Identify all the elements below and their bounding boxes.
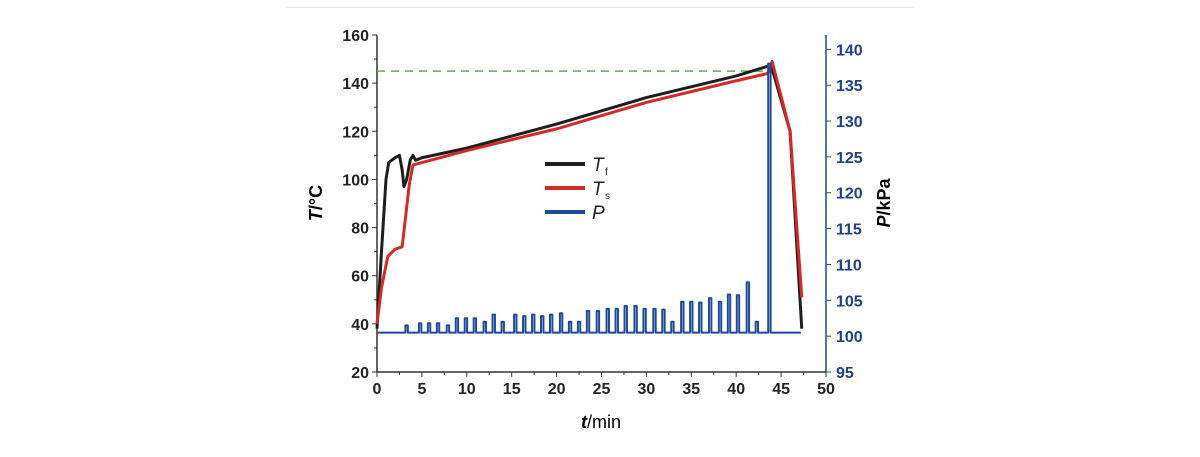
legend-label-Ts: T — [592, 179, 605, 200]
x-tick-label: 30 — [638, 381, 656, 398]
series-line-Ts — [375, 59, 804, 325]
y-right-tick-label: 115 — [836, 222, 862, 239]
x-tick-label: 0 — [373, 381, 382, 398]
y-right-tick-label: 95 — [836, 365, 854, 382]
x-axis-label: t/min — [581, 412, 621, 432]
y-left-tick-label: 80 — [351, 221, 369, 238]
y-right-tick-label: 140 — [836, 42, 863, 59]
series-line-P — [377, 62, 801, 334]
legend-label-P: P — [592, 203, 605, 224]
x-tick-label: 40 — [727, 381, 745, 398]
legend-label-Tf: T — [592, 155, 605, 176]
legend-sub-Tf: f — [605, 167, 608, 178]
y-right-tick-label: 110 — [836, 257, 862, 274]
y-right-tick-label: 100 — [836, 329, 863, 346]
y-left-tick-label: 140 — [342, 76, 369, 93]
y-right-tick-label: 125 — [836, 150, 863, 167]
y-left-tick-label: 20 — [351, 365, 369, 382]
legend-sub-Ts: s — [605, 191, 610, 202]
x-tick-label: 25 — [593, 381, 611, 398]
y-left-tick-label: 160 — [342, 28, 369, 45]
x-tick-label: 5 — [417, 381, 426, 398]
x-tick-label: 20 — [548, 381, 566, 398]
y-right-axis-label: P/kPa — [874, 177, 894, 227]
y-left-tick-label: 60 — [351, 269, 369, 286]
series-line-Tf — [375, 64, 804, 329]
x-tick-label: 45 — [772, 381, 790, 398]
top-border — [285, 7, 915, 8]
y-right-tick-label: 105 — [836, 293, 863, 310]
y-right-tick-label: 135 — [836, 78, 863, 95]
y-left-tick-label: 120 — [342, 124, 369, 141]
y-right-tick-label: 130 — [836, 114, 863, 131]
y-left-axis-label: T/°C — [306, 185, 326, 221]
y-left-tick-label: 100 — [342, 172, 369, 189]
y-right-tick-label: 120 — [836, 186, 863, 203]
x-tick-label: 10 — [458, 381, 476, 398]
x-tick-label: 35 — [682, 381, 700, 398]
y-left-tick-label: 40 — [351, 317, 369, 334]
x-tick-label: 50 — [817, 381, 835, 398]
x-tick-label: 15 — [503, 381, 521, 398]
